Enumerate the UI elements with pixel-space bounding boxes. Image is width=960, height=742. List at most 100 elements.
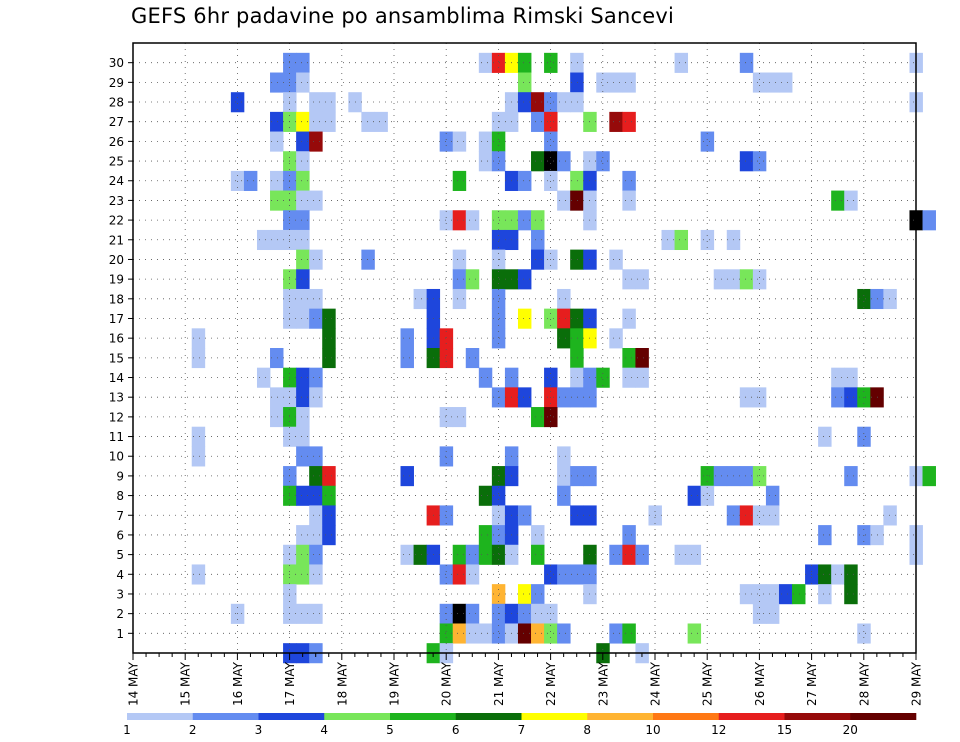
heatmap-cell <box>452 288 467 310</box>
heatmap-cell <box>517 210 532 231</box>
plot-frame <box>132 42 917 654</box>
heatmap-cell <box>309 564 323 585</box>
heatmap-cell <box>491 584 506 605</box>
heatmap-cell <box>557 288 571 310</box>
heatmap-cell <box>818 525 832 546</box>
colorbar-label: 4 <box>320 723 328 737</box>
heatmap-cell <box>674 52 689 73</box>
colorbar-swatch <box>258 713 325 720</box>
heatmap-cell <box>622 190 636 211</box>
x-tick-label: 14 MAY <box>127 661 141 706</box>
heatmap-cell <box>361 111 375 132</box>
colorbar-swatch <box>192 713 259 720</box>
heatmap-cell <box>609 623 623 644</box>
heatmap-cell <box>700 485 715 506</box>
heatmap-cell <box>270 348 284 369</box>
heatmap-cell <box>191 564 206 585</box>
heatmap-cell <box>687 485 702 506</box>
heatmap-cell <box>478 544 493 565</box>
colorbar-label: 2 <box>189 723 197 737</box>
heatmap-cell <box>296 151 310 172</box>
heatmap-cell <box>674 229 689 251</box>
heatmap-cell <box>439 210 454 231</box>
heatmap-cell <box>531 407 545 428</box>
heatmap-cell <box>296 269 310 290</box>
heatmap-cell <box>452 603 467 624</box>
chart-title: GEFS 6hr padavine po ansamblima Rimski S… <box>131 4 675 28</box>
x-tick-label: 17 MAY <box>283 661 297 706</box>
heatmap-cell <box>687 623 702 644</box>
heatmap-cell <box>739 52 754 73</box>
heatmap-cell <box>883 505 897 526</box>
x-tick-label: 24 MAY <box>649 661 663 706</box>
heatmap-cell <box>622 525 636 546</box>
heatmap-cell <box>752 505 767 526</box>
heatmap-cell <box>557 92 571 113</box>
heatmap-cell <box>465 564 480 585</box>
heatmap-cell <box>296 52 310 73</box>
heatmap-cell <box>596 367 610 388</box>
heatmap-cell <box>609 328 623 349</box>
heatmap-cell <box>765 603 780 624</box>
y-tick-label: 26 <box>109 135 124 149</box>
heatmap-cell <box>570 387 584 408</box>
heatmap-cell <box>322 111 336 132</box>
heatmap-cell <box>570 466 584 487</box>
x-tick-label: 25 MAY <box>701 661 715 706</box>
colorbar-label: 3 <box>255 723 263 737</box>
heatmap-cell <box>557 328 571 349</box>
heatmap-cell <box>413 288 428 310</box>
heatmap-cell <box>322 348 336 369</box>
heatmap-cell <box>452 623 467 644</box>
heatmap-cell <box>596 151 610 172</box>
heatmap-cell <box>765 505 780 526</box>
heatmap-cell <box>517 72 532 93</box>
heatmap-cell <box>739 151 754 172</box>
heatmap-cell <box>609 72 623 93</box>
heatmap-cell <box>296 446 310 467</box>
heatmap-cell <box>491 131 506 152</box>
heatmap-cell <box>296 387 310 408</box>
heatmap-cell <box>739 584 754 605</box>
colorbar-swatch <box>587 713 654 720</box>
heatmap-cell <box>557 387 571 408</box>
heatmap-cell <box>296 210 310 231</box>
y-tick-label: 10 <box>109 450 124 464</box>
heatmap-cell <box>857 426 871 447</box>
heatmap-cell <box>557 466 571 487</box>
y-tick-label: 11 <box>109 430 124 444</box>
heatmap-cell <box>439 623 454 644</box>
y-tick-label: 19 <box>109 273 124 287</box>
heatmap-cell <box>439 328 454 349</box>
heatmap-cell <box>452 564 467 585</box>
heatmap-cell <box>465 210 480 231</box>
heatmap-cell <box>544 564 558 585</box>
y-tick-label: 9 <box>116 469 124 483</box>
heatmap-cell <box>570 505 584 526</box>
x-tick-label: 22 MAY <box>544 661 558 706</box>
heatmap-cell <box>452 544 467 565</box>
heatmap-cell <box>478 131 493 152</box>
heatmap-cell <box>322 466 336 487</box>
heatmap-cell <box>713 269 728 290</box>
heatmap-cell <box>270 131 284 152</box>
heatmap-cell <box>452 407 467 428</box>
heatmap-cell <box>557 151 571 172</box>
x-tick-label: 20 MAY <box>440 661 454 706</box>
y-tick-label: 29 <box>109 76 124 90</box>
heatmap-cell <box>309 485 323 506</box>
y-tick-label: 7 <box>116 509 124 523</box>
heatmap-cell <box>452 210 467 231</box>
colorbar-swatch <box>127 713 194 720</box>
heatmap-cell <box>309 190 323 211</box>
heatmap-cell <box>531 525 545 546</box>
heatmap-cell <box>270 229 284 251</box>
heatmap-cell <box>922 210 936 231</box>
heatmap-cell <box>439 446 454 467</box>
heatmap-cell <box>439 131 454 152</box>
heatmap-cell <box>465 623 480 644</box>
heatmap-cell <box>296 249 310 270</box>
heatmap-cell <box>309 525 323 546</box>
heatmap-cell <box>309 131 323 152</box>
